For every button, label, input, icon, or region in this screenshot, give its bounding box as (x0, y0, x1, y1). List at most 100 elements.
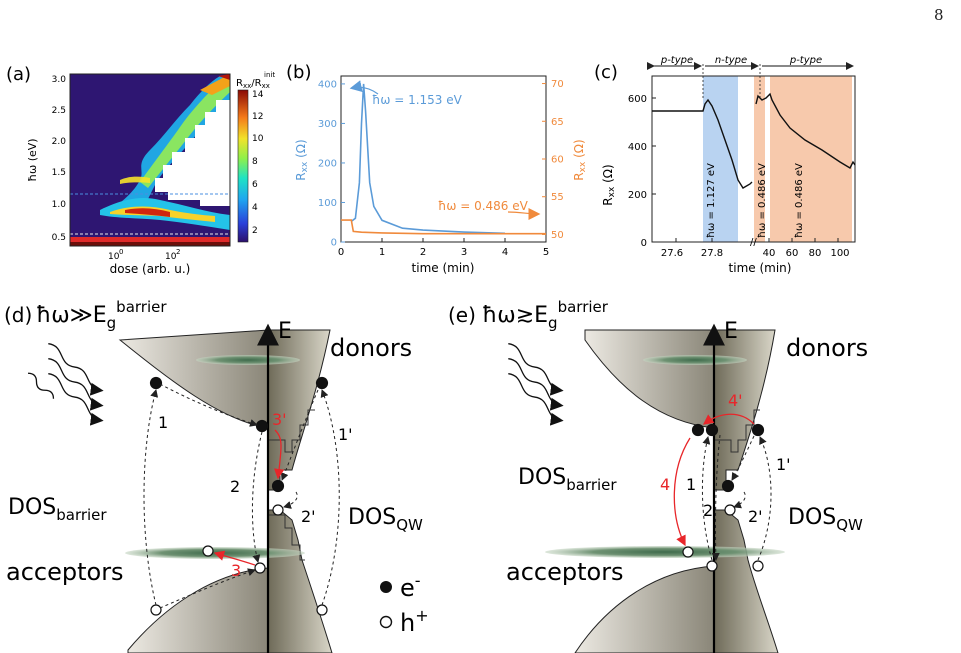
donors-label: donors (330, 334, 412, 362)
legend-electron-label: e- (400, 571, 421, 602)
x-tick-label: 2 (420, 247, 426, 258)
electron (149, 376, 163, 390)
plot-b-xlabel: time (min) (412, 261, 475, 275)
series-line (350, 83, 506, 235)
plot-c-curve (652, 92, 856, 189)
plot-c-xlabel: time (min) (729, 261, 792, 275)
dos-barrier-label: DOSbarrier (8, 495, 107, 524)
electron (315, 376, 329, 390)
band-label: ħω = 0.486 eV (794, 163, 805, 238)
plot-c-ylabel: Rxx (Ω) (601, 164, 617, 205)
transition-number: 4 (660, 475, 670, 494)
series-line (341, 219, 546, 235)
panel-d-label: (d) (4, 303, 32, 327)
heatmap-xtick-exp: 2 (176, 248, 180, 256)
conduction-band-barrier (584, 329, 715, 429)
plot-c-xtick: 60 (786, 248, 799, 259)
acceptor-band (545, 546, 785, 558)
plot-c-xtick: 27.6 (661, 248, 683, 259)
band-label: ħω = 1.127 eV (706, 163, 717, 238)
transitions (143, 383, 340, 609)
heatmap-area (70, 74, 230, 246)
transition-number: 3 (231, 561, 241, 580)
legend-electron-icon (380, 581, 392, 593)
panel-e: (e) ħω≳Egbarrier E donors acceptors DOSb… (448, 298, 868, 653)
hole (272, 504, 284, 516)
donor-band (643, 355, 747, 365)
plot-c-ytick: 0 (641, 238, 647, 249)
y-tick-label-right: 50 (551, 230, 564, 241)
heatmap-ytick: 1.5 (52, 168, 66, 178)
transition-red (213, 550, 256, 566)
light-waves-icon (508, 343, 564, 426)
transition-number: 1 (158, 413, 168, 432)
panel-a: (a) ħω (eV) do (6, 64, 275, 276)
plot-c-frame (651, 75, 856, 243)
transition-number: 1' (338, 425, 353, 444)
transitions (701, 434, 772, 561)
dos-qw-label: DOSQW (788, 505, 863, 534)
y-tick-label-left: 300 (318, 119, 337, 130)
region-label-ptype: p-type (789, 55, 822, 66)
series-label-blue: ħω = 1.153 eV (372, 93, 463, 107)
qw-dos-valence (713, 509, 779, 653)
series-label-orange: ħω = 0.486 eV (438, 199, 529, 213)
plot-b-ylabel-left: Rxx (Ω) (294, 139, 310, 180)
hole (150, 604, 162, 616)
colorbar-tick: 10 (252, 134, 264, 144)
heatmap-ylabel: ħω (eV) (26, 138, 39, 181)
electron (271, 479, 285, 493)
hole (682, 546, 694, 558)
plot-b-ylabel-right: Rxx (Ω) (572, 139, 588, 180)
band-orange-1 (754, 76, 765, 242)
colorbar-label: Rxx/Rxx (236, 78, 270, 90)
y-tick-label-left: 100 (318, 198, 337, 209)
panel-e-title: ħω≳Egbarrier (482, 298, 609, 332)
plot-c-ytick: 600 (628, 94, 647, 105)
acceptors-label: acceptors (6, 558, 124, 586)
heatmap-ytick: 1.0 (52, 200, 67, 210)
heatmap-xtick-base: 10 (108, 252, 120, 262)
electron (255, 419, 269, 433)
panel-c: (c) p-type n-type p-type ħω = 1.127 eV ħ… (594, 55, 856, 275)
x-tick-label: 4 (502, 247, 508, 258)
electron (721, 479, 735, 493)
band-orange-2 (770, 76, 852, 242)
x-tick-label: 1 (379, 247, 385, 258)
transition-number: 2 (230, 477, 240, 496)
y-tick-label-right: 55 (551, 192, 564, 203)
transition-number: 3' (272, 410, 287, 429)
donor-band (196, 355, 300, 365)
region-label-ptype: p-type (660, 55, 693, 66)
hole (202, 545, 214, 557)
transition-number: 2' (301, 507, 316, 526)
heatmap-xlabel: dose (arb. u.) (110, 262, 191, 276)
colorbar (237, 89, 249, 243)
panel-b-label: (b) (286, 62, 311, 83)
panel-a-label: (a) (6, 64, 31, 85)
plot-c-xtick: 40 (763, 248, 776, 259)
hole (724, 504, 736, 516)
legend-hole-label: h+ (400, 606, 429, 637)
transition-number: 1 (686, 475, 696, 494)
panel-e-label: (e) (448, 303, 476, 327)
y-tick-label-left: 400 (318, 79, 337, 90)
energy-axis-label: E (278, 319, 292, 344)
transition-number: 2' (748, 507, 763, 526)
transition-red (702, 413, 755, 425)
donors-label: donors (786, 334, 868, 362)
page-number: 8 (934, 6, 944, 24)
dos-barrier-label: DOSbarrier (518, 465, 617, 494)
energy-axis-label: E (724, 319, 738, 344)
dos-qw-label: DOSQW (348, 505, 423, 534)
colorbar-tick: 2 (252, 226, 258, 236)
x-tick-label: 3 (461, 247, 467, 258)
colorbar-tick: 4 (252, 203, 258, 213)
panel-d: (d) ħω≫Egbarrier E donors (4, 298, 429, 653)
hole (316, 604, 328, 616)
x-tick-label: 0 (338, 247, 344, 258)
heatmap-ytick: 0.5 (52, 233, 66, 243)
x-tick-label: 5 (543, 247, 549, 258)
